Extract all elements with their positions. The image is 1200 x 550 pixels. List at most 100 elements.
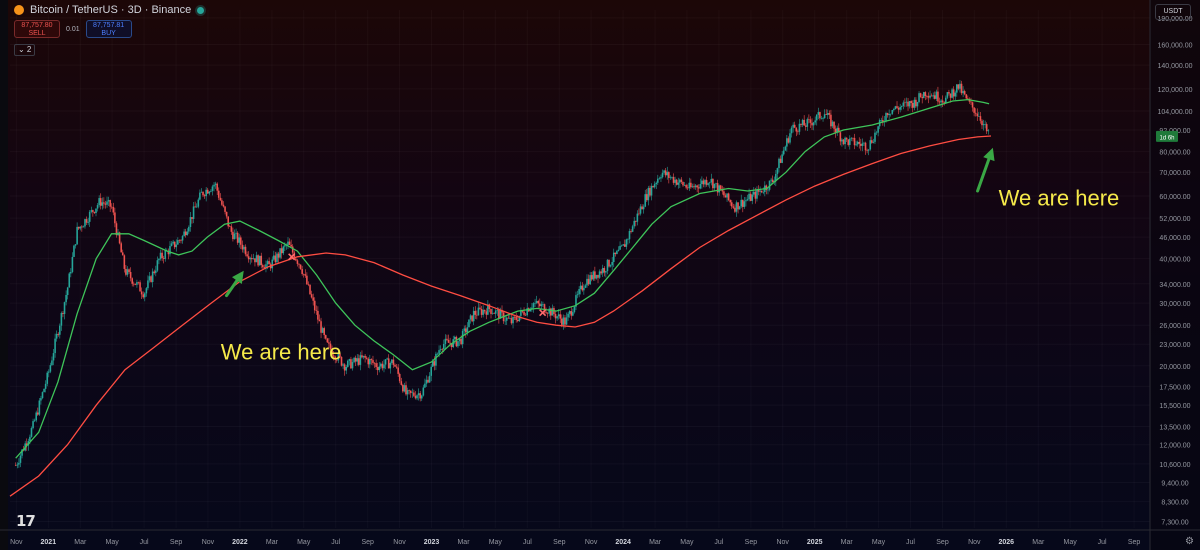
- candle: [699, 178, 702, 190]
- candle: [984, 120, 986, 129]
- candle: [668, 171, 670, 184]
- candle-body: [420, 395, 423, 399]
- candle-body: [293, 252, 296, 259]
- candle-body: [458, 338, 461, 342]
- candle-body: [16, 464, 19, 466]
- candle-body: [509, 318, 511, 319]
- candle: [68, 272, 71, 288]
- candle-body: [507, 317, 510, 319]
- candle: [930, 93, 933, 97]
- candle: [809, 116, 812, 128]
- candle-body: [43, 388, 45, 393]
- candle: [169, 241, 171, 257]
- candle: [941, 95, 944, 107]
- indicator-collapse-button[interactable]: ⌄ 2: [14, 44, 36, 56]
- symbol-header[interactable]: Bitcoin / TetherUS · 3D · Binance: [14, 4, 205, 16]
- candle: [583, 284, 585, 295]
- candle-body: [691, 186, 694, 188]
- time-axis[interactable]: Nov 2021 Mar May Jul Sep Nov 2022 Mar May Jul Sep No…: [0, 529, 1200, 546]
- candle-body: [896, 106, 898, 108]
- candle-body: [81, 226, 83, 228]
- price-tick-label: 140,000.00: [1157, 63, 1192, 70]
- candle-body: [817, 112, 820, 115]
- candle: [257, 254, 259, 268]
- candle-body: [358, 358, 360, 365]
- annotation-text: We are here: [221, 340, 342, 365]
- candle: [856, 140, 859, 147]
- candle-body: [471, 315, 473, 322]
- candle: [95, 208, 97, 217]
- candle: [952, 86, 955, 100]
- time-tick-label: 2026: [999, 539, 1015, 546]
- symbol-title[interactable]: Bitcoin / TetherUS · 3D · Binance: [30, 4, 192, 16]
- candle: [302, 273, 305, 278]
- candle: [65, 290, 67, 306]
- candle: [822, 116, 824, 122]
- candle: [915, 97, 917, 108]
- candle-body: [971, 102, 974, 108]
- candle-body: [732, 206, 735, 208]
- candle-body: [812, 122, 815, 126]
- candle: [151, 268, 154, 288]
- candle: [644, 189, 647, 208]
- candle-body: [586, 278, 588, 286]
- sell-button[interactable]: 87,757.80 SELL: [14, 20, 60, 38]
- candle: [661, 169, 664, 179]
- candle: [258, 255, 261, 266]
- candle: [782, 146, 785, 156]
- candle-body: [751, 194, 754, 201]
- candle-body: [447, 339, 450, 343]
- candle-body: [46, 372, 49, 384]
- candle: [902, 100, 905, 110]
- candle-body: [14, 465, 17, 466]
- candle-body: [121, 252, 124, 256]
- candle: [916, 101, 919, 111]
- candle-body: [480, 308, 483, 315]
- candle: [173, 241, 176, 250]
- annotation-arrow: [225, 270, 244, 298]
- candle-body: [962, 91, 964, 94]
- candle-body: [73, 245, 75, 257]
- gear-icon[interactable]: ⚙: [1185, 536, 1194, 547]
- candle-body: [938, 101, 941, 103]
- candle-body: [877, 126, 879, 133]
- candle: [576, 290, 579, 299]
- currency-selector[interactable]: USDT: [1155, 4, 1191, 20]
- buy-button[interactable]: 87,757.81 BUY: [85, 20, 132, 38]
- candle: [836, 125, 839, 136]
- candle: [233, 229, 236, 240]
- candle: [230, 223, 233, 235]
- candle-body: [118, 232, 121, 244]
- candle: [787, 136, 790, 144]
- candle-body: [944, 97, 947, 104]
- tradingview-logo-icon[interactable]: 17: [16, 512, 36, 530]
- candle-body: [594, 271, 596, 279]
- candle-body: [257, 255, 259, 266]
- candle: [801, 118, 804, 128]
- live-status-icon: [197, 6, 205, 14]
- candle: [290, 239, 292, 248]
- candle: [471, 315, 473, 323]
- candle-body: [941, 100, 944, 103]
- price-axis[interactable]: 7,300.00 8,300.00 9,400.00 10,600.00 12,000.…: [1149, 0, 1200, 550]
- candle-body: [847, 139, 850, 145]
- candle: [136, 279, 138, 288]
- candle-body: [40, 398, 42, 401]
- candle-body: [734, 207, 736, 212]
- candle-body: [282, 246, 285, 254]
- candle: [861, 138, 864, 152]
- candle: [295, 257, 297, 262]
- candle-body: [304, 274, 307, 276]
- candle: [468, 319, 470, 328]
- candle: [441, 347, 444, 355]
- candle-body: [537, 301, 540, 304]
- candle: [730, 199, 733, 210]
- candle-body: [93, 211, 96, 213]
- candle: [666, 166, 669, 180]
- candle: [622, 243, 624, 246]
- candle: [32, 418, 34, 430]
- candle: [645, 188, 648, 203]
- candle-body: [863, 142, 865, 144]
- candle-body: [521, 310, 524, 312]
